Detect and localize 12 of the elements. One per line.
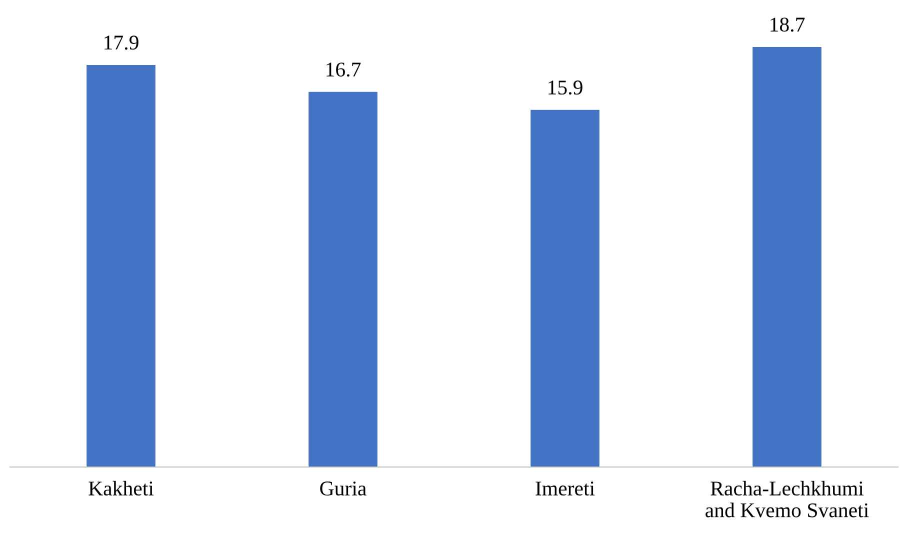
bar (530, 110, 600, 467)
x-tick-label: Imereti (536, 482, 595, 496)
data-label: 17.9 (104, 36, 138, 50)
data-label: 18.7 (770, 18, 805, 32)
x-tick-label: Guria (320, 482, 366, 496)
x-tick-label: Kakheti (88, 480, 154, 496)
data-label: 16.7 (326, 62, 361, 77)
bar (86, 64, 156, 467)
data-label: 15.9 (548, 80, 582, 95)
bar (308, 92, 378, 467)
bar (752, 47, 822, 467)
x-tick-label: Racha-Lechkhumi and Kvemo Svaneti (706, 480, 869, 518)
